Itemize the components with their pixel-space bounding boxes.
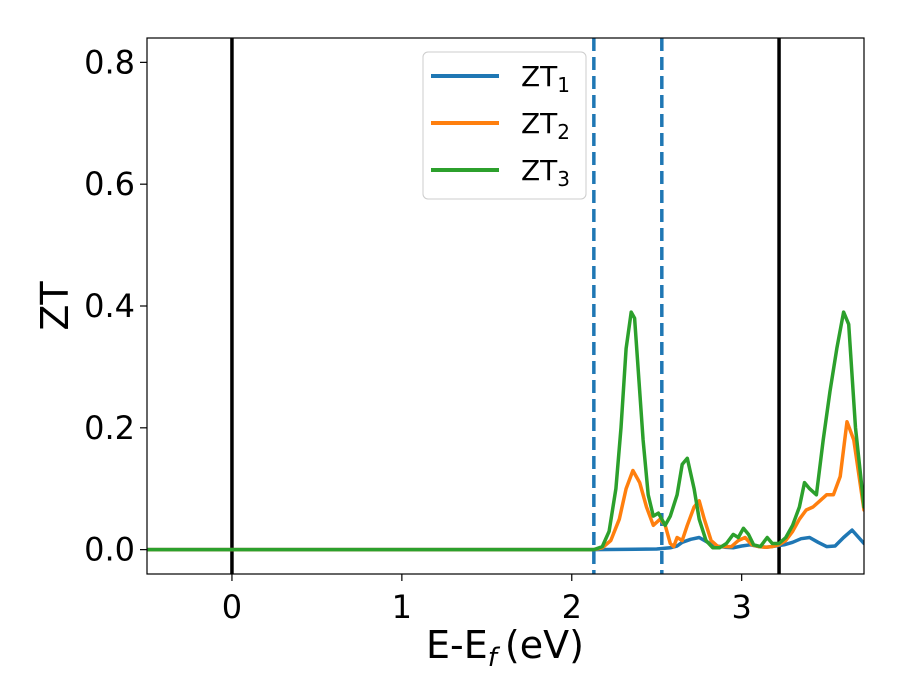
x-axis-ticks: 0 1 2 3: [222, 574, 752, 626]
legend-label-1: ZT1: [521, 60, 570, 97]
x-tick-label-3: 3: [731, 588, 751, 626]
x-tick-label-0: 0: [222, 588, 242, 626]
y-axis-ticks: 0.0 0.2 0.4 0.6 0.8: [84, 43, 147, 569]
legend-box: [422, 51, 587, 200]
y-tick-label-1: 0.2: [84, 409, 135, 447]
x-tick-label-2: 2: [562, 588, 582, 626]
legend-label-2: ZT2: [521, 107, 570, 144]
legend-label-3: ZT3: [521, 154, 570, 191]
reference-lines: [230, 38, 781, 574]
y-tick-label-2: 0.4: [84, 287, 135, 325]
y-axis-title: ZT: [33, 281, 77, 331]
series-line-zt3: [147, 310, 864, 552]
legend: ZT1 ZT2 ZT3: [422, 51, 587, 200]
x-tick-label-1: 1: [392, 588, 412, 626]
x-axis-title-subscript: f: [488, 643, 501, 673]
y-tick-label-4: 0.8: [84, 43, 135, 81]
y-tick-label-3: 0.6: [84, 165, 135, 203]
x-axis-title: E-Ef (eV): [426, 623, 584, 673]
y-tick-label-0: 0.0: [84, 531, 135, 569]
series-lines: [147, 310, 864, 552]
x-axis-title-base: E-E: [426, 623, 488, 667]
x-axis-title-unit: (eV): [505, 623, 584, 667]
